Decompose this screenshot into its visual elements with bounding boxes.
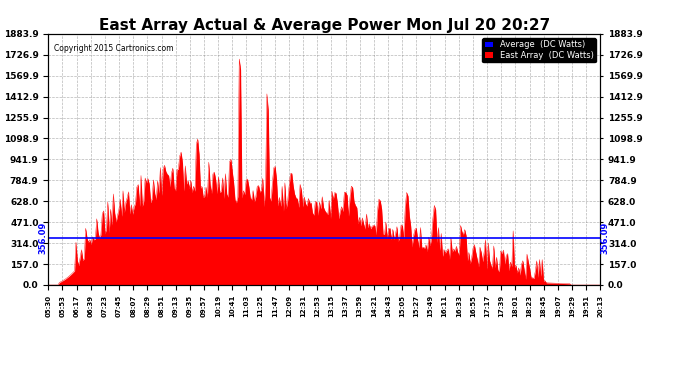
Text: 356.09: 356.09 [39,221,48,254]
Legend: Average  (DC Watts), East Array  (DC Watts): Average (DC Watts), East Array (DC Watts… [482,38,596,62]
Text: 356.09: 356.09 [601,221,610,254]
Text: Copyright 2015 Cartronics.com: Copyright 2015 Cartronics.com [54,44,173,53]
Title: East Array Actual & Average Power Mon Jul 20 20:27: East Array Actual & Average Power Mon Ju… [99,18,550,33]
